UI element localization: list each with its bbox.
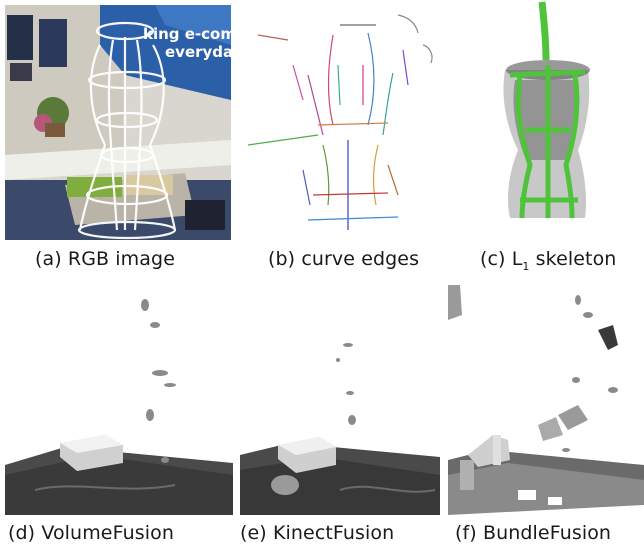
caption-kinectfusion: (e) KinectFusion [240,522,395,544]
rgb-image-panel: king e-comm everyday [5,5,231,240]
caption-l1-subscript: 1 [522,260,530,273]
caption-l1-skeleton: (c) L1 skeleton [480,248,617,273]
kinectfusion-panel [240,285,440,515]
bundlefusion-panel [448,285,644,515]
caption-bundlefusion: (f) BundleFusion [455,522,612,544]
curve-edges-panel [248,5,448,240]
caption-rgb-image: (a) RGB image [35,248,175,270]
caption-curve-edges: (b) curve edges [268,248,420,270]
banner-text-line1: king e-comm [143,25,231,43]
l1-skeleton-panel [460,0,644,240]
volumefusion-panel [5,285,233,515]
caption-volumefusion: (d) VolumeFusion [8,522,174,544]
caption-l1-suffix: skeleton [529,248,617,270]
caption-l1-prefix: (c) L [480,248,523,270]
banner-text-line2: everyday [165,43,231,61]
